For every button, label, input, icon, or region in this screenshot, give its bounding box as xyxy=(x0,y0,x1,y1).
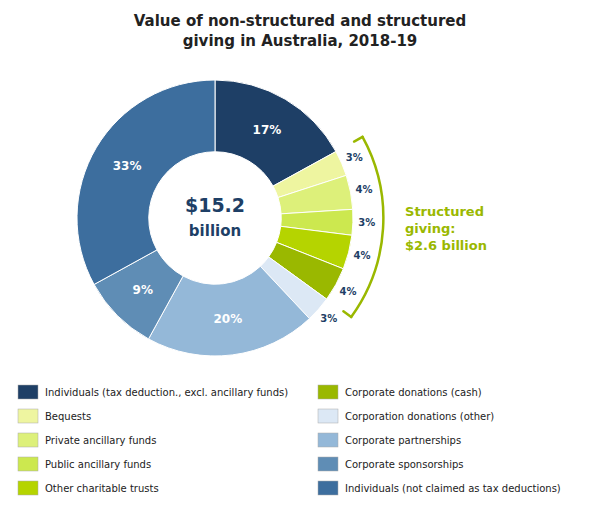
legend-label: Bequests xyxy=(45,411,91,422)
legend-item: Public ancillary funds xyxy=(18,457,151,471)
legend-item: Other charitable trusts xyxy=(18,481,159,495)
legend-label: Individuals (tax deduction., excl. ancil… xyxy=(45,387,288,398)
bracket-tick xyxy=(343,311,351,317)
legend-item: Individuals (tax deduction., excl. ancil… xyxy=(18,385,288,399)
legend-item: Individuals (not claimed as tax deductio… xyxy=(318,481,561,495)
legend-swatch xyxy=(18,433,38,447)
legend-label: Corporation donations (other) xyxy=(345,411,494,422)
legend-item: Corporate partnerships xyxy=(318,433,461,447)
legend-item: Corporation donations (other) xyxy=(318,409,494,423)
legend: Individuals (tax deduction., excl. ancil… xyxy=(18,385,561,495)
slice xyxy=(278,175,353,213)
legend-label: Public ancillary funds xyxy=(45,459,151,470)
data-labels: 17% 3% 4% 3% 4% 4% 3% 20% 9% 33% xyxy=(113,123,375,326)
data-label: 4% xyxy=(340,286,357,297)
slice xyxy=(77,80,215,284)
legend-swatch xyxy=(318,385,338,399)
legend-swatch xyxy=(318,409,338,423)
legend-swatch xyxy=(18,457,38,471)
slices xyxy=(77,80,353,356)
data-label: 3% xyxy=(320,313,337,324)
legend-label: Other charitable trusts xyxy=(45,483,159,494)
legend-label: Corporate donations (cash) xyxy=(345,387,482,398)
legend-item: Private ancillary funds xyxy=(18,433,156,447)
legend-label: Private ancillary funds xyxy=(45,435,156,446)
data-label: 3% xyxy=(358,217,375,228)
legend-swatch xyxy=(318,457,338,471)
data-label: 4% xyxy=(354,250,371,261)
legend-label: Corporate partnerships xyxy=(345,435,461,446)
data-label: 9% xyxy=(133,283,153,297)
legend-item: Bequests xyxy=(18,409,91,423)
legend-label: Individuals (not claimed as tax deductio… xyxy=(345,483,561,494)
bracket-arc xyxy=(351,137,383,317)
data-label: 3% xyxy=(346,152,363,163)
data-label: 17% xyxy=(253,123,282,137)
legend-item: Corporate sponsorships xyxy=(318,457,464,471)
legend-label: Corporate sponsorships xyxy=(345,459,464,470)
bracket-tick xyxy=(354,137,362,142)
data-label: 4% xyxy=(356,184,373,195)
bracket xyxy=(343,137,383,317)
chart: Value of non-structured and structuredgi… xyxy=(0,0,600,527)
pie: 17% 3% 4% 3% 4% 4% 3% 20% 9% 33% $15.2 billion Struc… xyxy=(77,80,487,356)
data-label: 20% xyxy=(213,312,242,326)
title: Value of non-structured and structuredgi… xyxy=(134,12,467,50)
center-text: billion xyxy=(189,222,241,240)
legend-swatch xyxy=(318,481,338,495)
legend-swatch xyxy=(318,433,338,447)
annotation: Structuredgiving:$2.6 billion xyxy=(405,204,487,253)
legend-item: Corporate donations (cash) xyxy=(318,385,482,399)
center-text: $15.2 xyxy=(185,194,245,216)
legend-swatch xyxy=(18,409,38,423)
data-label: 33% xyxy=(113,159,142,173)
legend-swatch xyxy=(18,385,38,399)
legend-swatch xyxy=(18,481,38,495)
